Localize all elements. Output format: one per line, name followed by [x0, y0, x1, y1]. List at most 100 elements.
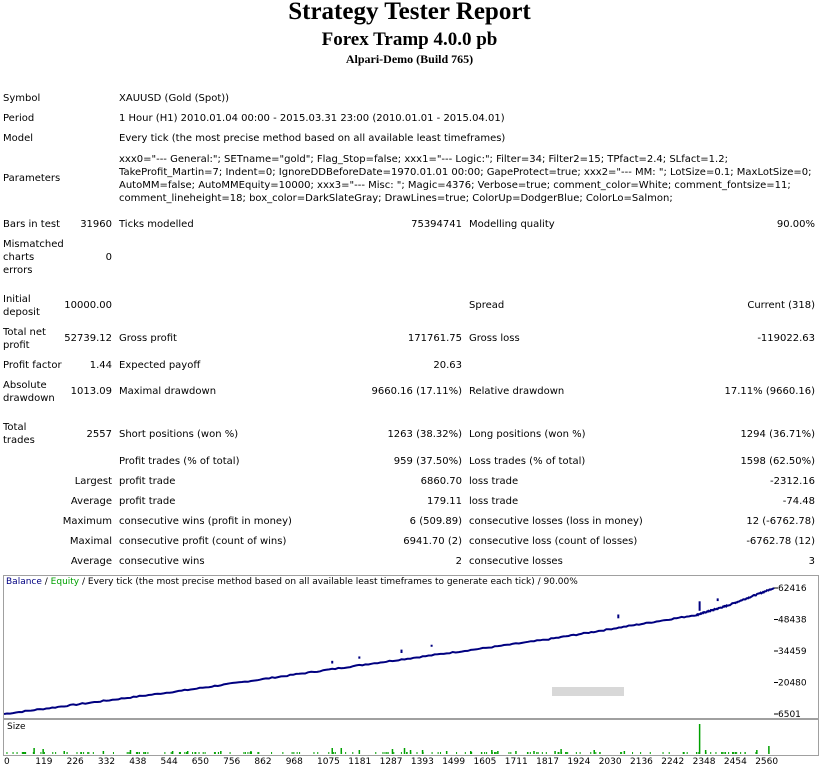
largest-profit-label: profit trade — [119, 476, 176, 487]
short-label: Short positions (won %) — [119, 429, 239, 440]
x-tick-label: 119 — [35, 757, 53, 767]
parameters-value: xxx0="--- General:"; SETname="gold"; Fla… — [119, 154, 812, 204]
mismatch-value: 0 — [105, 252, 112, 263]
maxdd-label: Maximal drawdown — [119, 386, 217, 397]
deposit-label: Initial deposit — [3, 294, 40, 318]
legend-desc: / Every tick (the most precise method ba… — [79, 577, 578, 587]
ptrades-label: Profit trades (% of total) — [119, 456, 240, 467]
period-value: 1 Hour (H1) 2010.01.04 00:00 - 2015.03.3… — [119, 113, 505, 124]
bars-value: 31960 — [80, 219, 112, 230]
largest-profit-value: 6860.70 — [420, 476, 462, 487]
x-tick-label: 1181 — [348, 757, 372, 767]
reldd-label: Relative drawdown — [469, 386, 565, 397]
x-tick-label: 756 — [223, 757, 241, 767]
ltrades-value: 1598 (62.50%) — [740, 456, 815, 467]
balance-line — [3, 587, 775, 715]
x-tick-label: 862 — [254, 757, 272, 767]
symbol-label: Symbol — [3, 93, 41, 104]
average-profit-label: profit trade — [119, 496, 176, 507]
quality-label: Modelling quality — [469, 219, 555, 230]
long-value: 1294 (36.71%) — [740, 429, 815, 440]
pf-value: 1.44 — [89, 360, 112, 371]
x-tick-label: 1711 — [504, 757, 528, 767]
x-tick-label: 1499 — [442, 757, 466, 767]
blurred-watermark — [552, 687, 624, 696]
x-tick-label: 438 — [129, 757, 147, 767]
grossloss-value: -119022.63 — [757, 333, 815, 344]
x-tick-label: 2242 — [661, 757, 685, 767]
payoff-value: 20.63 — [433, 360, 462, 371]
max-consec-profit-value: 6941.70 (2) — [403, 536, 462, 547]
period-label: Period — [3, 113, 35, 124]
y-tick-label: 62416 — [778, 584, 807, 594]
legend-equity: Equity — [50, 577, 80, 587]
model-label: Model — [3, 133, 34, 144]
y-tick-label: 6501 — [778, 710, 801, 718]
x-tick-label: 2560 — [755, 757, 779, 767]
size-chart-svg — [6, 724, 770, 754]
netprofit-value: 52739.12 — [64, 333, 112, 344]
server-name: Alpari-Demo (Build 765) — [345, 52, 474, 66]
x-tick-label: 1393 — [410, 757, 434, 767]
y-tick-label: 34459 — [778, 647, 807, 657]
short-value: 1263 (38.32%) — [387, 429, 462, 440]
balance-chart-svg: 62416 48438 34459 20480 6501 — [3, 584, 807, 720]
reldd-value: 17.11% (9660.16) — [724, 386, 815, 397]
payoff-label: Expected payoff — [119, 360, 201, 371]
y-tick-label: 48438 — [778, 615, 807, 625]
avg-consec-wins-label: consecutive wins — [119, 556, 205, 567]
grossprofit-label: Gross profit — [119, 333, 177, 344]
quality-value: 90.00% — [776, 219, 815, 230]
trades-value: 2557 — [86, 429, 112, 440]
largest-loss-value: -2312.16 — [770, 476, 815, 487]
x-tick-label: 1817 — [536, 757, 559, 767]
x-tick-label: 2454 — [723, 757, 747, 767]
balance-chart: 62416 48438 34459 20480 6501 — [3, 575, 819, 720]
report-title: Strategy Tester Report — [288, 0, 531, 25]
maxdd-value: 9660.16 (17.11%) — [371, 386, 462, 397]
ticks-label: Ticks modelled — [119, 219, 194, 230]
x-tick-label: 332 — [97, 757, 116, 767]
max-consec-losses-label: consecutive losses (loss in money) — [469, 516, 643, 527]
avg-consec-losses-label: consecutive losses — [469, 556, 563, 567]
max-consec-wins-label: consecutive wins (profit in money) — [119, 516, 292, 527]
maximum-label: Maximum — [62, 516, 112, 527]
model-value: Every tick (the most precise method base… — [119, 133, 506, 144]
spread-label: Spread — [469, 300, 505, 311]
avg-consec-wins-value: 2 — [455, 556, 462, 567]
legend-sep: / — [41, 577, 51, 587]
size-label: Size — [7, 722, 26, 732]
x-tick-label: 1605 — [473, 757, 497, 767]
mismatch-label: Mismatched charts errors — [3, 239, 64, 276]
absdd-label: Absolute drawdown — [3, 380, 55, 404]
average-loss-value: -74.48 — [782, 496, 815, 507]
grossprofit-value: 171761.75 — [407, 333, 462, 344]
max-consec-loss-value: -6762.78 (12) — [746, 536, 815, 547]
y-tick-label: 20480 — [778, 678, 807, 688]
average-profit-value: 179.11 — [427, 496, 462, 507]
max-consec-profit-label: consecutive profit (count of wins) — [119, 536, 287, 547]
max-consec-losses-value: 12 (-6762.78) — [746, 516, 815, 527]
bars-label: Bars in test — [3, 219, 60, 230]
deposit-value: 10000.00 — [64, 300, 112, 311]
x-tick-label: 2136 — [630, 757, 653, 767]
pf-label: Profit factor — [3, 360, 62, 371]
x-tick-label: 226 — [66, 757, 84, 767]
average-label: Average — [70, 496, 112, 507]
ticks-value: 75394741 — [411, 219, 462, 230]
ptrades-value: 959 (37.50%) — [393, 456, 462, 467]
x-tick-label: 1287 — [379, 757, 403, 767]
symbol-value: XAUUSD (Gold (Spot)) — [119, 93, 230, 104]
ltrades-label: Loss trades (% of total) — [469, 456, 586, 467]
x-tick-label: 650 — [191, 757, 209, 767]
average2-label: Average — [70, 556, 112, 567]
max-consec-loss-label: consecutive loss (count of losses) — [469, 536, 638, 547]
x-tick-label: 1924 — [567, 757, 591, 767]
long-label: Long positions (won %) — [469, 429, 586, 440]
max-consec-wins-value: 6 (509.89) — [409, 516, 462, 527]
average-loss-label: loss trade — [469, 496, 519, 507]
largest-label: Largest — [74, 476, 112, 487]
x-tick-label: 2030 — [598, 757, 622, 767]
maximal-label: Maximal — [69, 536, 112, 547]
x-tick-label: 2348 — [692, 757, 716, 767]
